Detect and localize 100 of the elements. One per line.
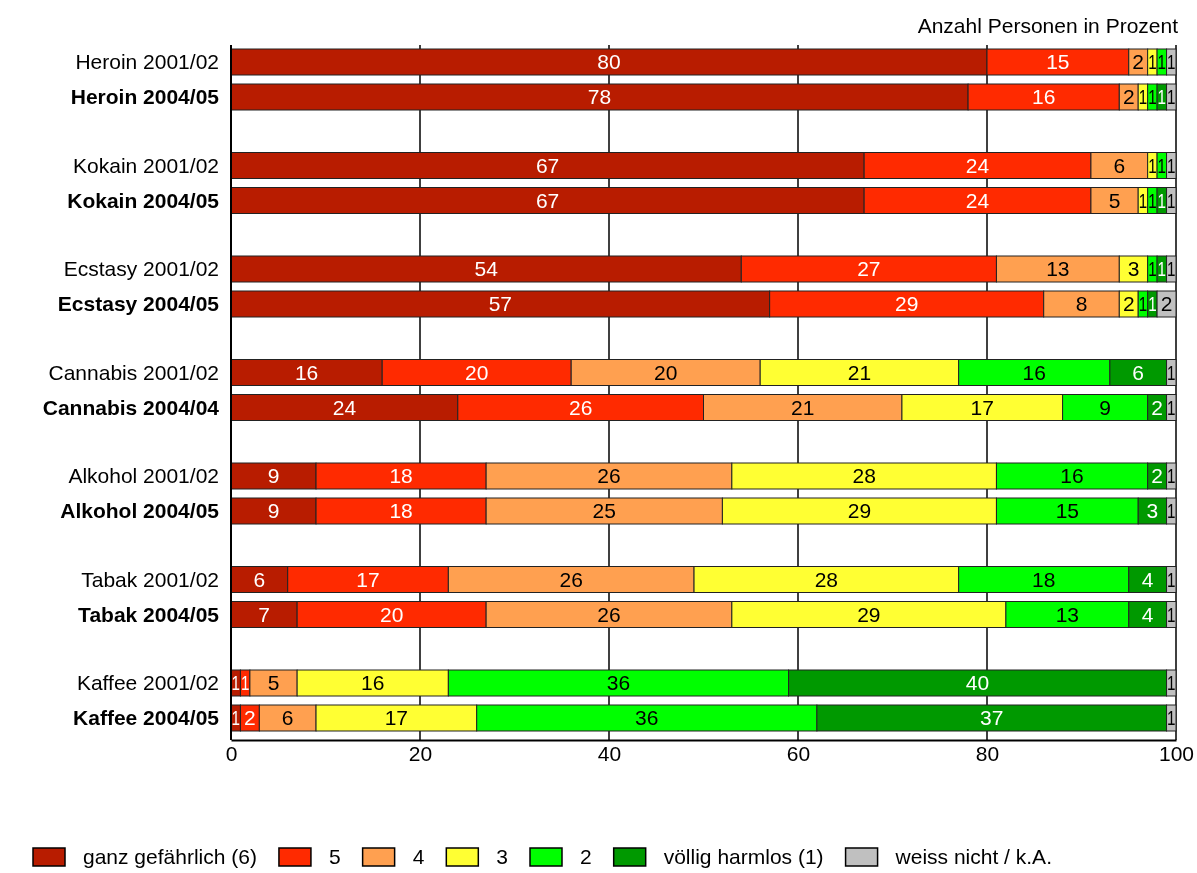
data-label: 1 bbox=[1167, 602, 1179, 626]
data-label: 18 bbox=[1032, 567, 1056, 591]
y-tick-label: Ecstasy 2001/02 bbox=[63, 257, 219, 280]
data-label: 2 bbox=[1122, 292, 1135, 315]
data-label: 4 bbox=[1141, 567, 1154, 591]
data-label: 28 bbox=[852, 464, 876, 487]
data-label: 2 bbox=[1151, 464, 1163, 487]
y-tick-label: Alkohol 2001/02 bbox=[68, 464, 219, 487]
data-label: 21 bbox=[847, 360, 872, 384]
data-label: 24 bbox=[965, 153, 990, 177]
data-label: 29 bbox=[857, 602, 881, 626]
data-label: 67 bbox=[535, 188, 560, 212]
data-label: 37 bbox=[980, 706, 1004, 729]
y-tick-label: Alkohol 2004/05 bbox=[60, 499, 220, 522]
data-label: 40 bbox=[965, 671, 990, 694]
data-label: 1 bbox=[231, 706, 244, 729]
data-label: 4 bbox=[1141, 602, 1154, 626]
y-tick-label: Heroin 2004/05 bbox=[70, 85, 220, 108]
data-label: 28 bbox=[814, 567, 839, 591]
data-label: 9 bbox=[267, 464, 280, 487]
legend-label: völlig harmlos (1) bbox=[663, 845, 824, 868]
y-tick-label: Kokain 2004/05 bbox=[67, 188, 220, 212]
y-tick-label: Ecstasy 2004/05 bbox=[57, 292, 220, 315]
y-tick-label: Kaffee 2001/02 bbox=[76, 671, 219, 694]
data-label: 16 bbox=[361, 671, 385, 694]
data-label: 20 bbox=[465, 360, 489, 384]
data-label: 20 bbox=[379, 602, 404, 626]
data-label: 2 bbox=[244, 706, 256, 729]
data-label: 21 bbox=[791, 395, 815, 419]
data-label: 54 bbox=[474, 257, 499, 280]
data-label: 1 bbox=[1167, 360, 1179, 384]
data-label: 16 bbox=[1032, 85, 1056, 108]
data-label: 1 bbox=[1167, 85, 1179, 108]
data-label: 1 bbox=[1167, 395, 1179, 419]
data-label: 1 bbox=[1148, 292, 1160, 315]
legend-label: 2 bbox=[580, 845, 592, 868]
data-label: 1 bbox=[1167, 671, 1179, 694]
y-tick-label: Tabak 2001/02 bbox=[81, 567, 219, 591]
data-label: 24 bbox=[965, 188, 990, 212]
data-label: 1 bbox=[1167, 706, 1179, 729]
data-label: 20 bbox=[654, 360, 678, 384]
data-label: 1 bbox=[1167, 153, 1179, 177]
data-label: 17 bbox=[384, 706, 409, 729]
data-label: 27 bbox=[857, 257, 881, 280]
data-label: 16 bbox=[294, 360, 319, 384]
y-tick-label: Tabak 2004/05 bbox=[78, 602, 220, 626]
data-label: 3 bbox=[1146, 499, 1159, 522]
data-label: 36 bbox=[606, 671, 631, 694]
data-label: 25 bbox=[592, 499, 616, 522]
data-label: 16 bbox=[1060, 464, 1084, 487]
y-tick-label: Heroin 2001/02 bbox=[75, 50, 219, 73]
x-tick-label: 100 bbox=[1158, 741, 1195, 765]
data-label: 18 bbox=[389, 464, 413, 487]
data-label: 6 bbox=[1113, 153, 1126, 177]
data-label: 13 bbox=[1055, 602, 1079, 626]
data-label: 1 bbox=[1167, 188, 1179, 212]
data-label: 17 bbox=[970, 395, 994, 419]
data-label: 6 bbox=[253, 567, 266, 591]
legend-label: 3 bbox=[496, 845, 508, 868]
data-label: 80 bbox=[597, 50, 621, 73]
data-label: 29 bbox=[847, 499, 872, 522]
data-label: 2 bbox=[1122, 85, 1135, 108]
legend-label: ganz gefährlich (6) bbox=[83, 845, 257, 868]
data-label: 26 bbox=[597, 464, 621, 487]
data-label: 5 bbox=[267, 671, 280, 694]
data-label: 1 bbox=[1167, 499, 1179, 522]
data-label: 24 bbox=[332, 395, 357, 419]
legend-label: weiss nicht / k.A. bbox=[894, 845, 1052, 868]
data-label: 15 bbox=[1055, 499, 1079, 522]
x-tick-label: 80 bbox=[975, 741, 1000, 765]
data-label: 1 bbox=[1167, 257, 1179, 280]
data-label: 3 bbox=[1127, 257, 1140, 280]
data-label: 36 bbox=[635, 706, 659, 729]
data-label: 29 bbox=[895, 292, 919, 315]
x-tick-label: 20 bbox=[408, 741, 433, 765]
x-axis-title: Anzahl Personen in Prozent bbox=[917, 14, 1179, 37]
legend-label: 5 bbox=[328, 845, 341, 868]
data-label: 17 bbox=[356, 567, 380, 591]
x-tick-label: 0 bbox=[225, 741, 238, 765]
data-label: 78 bbox=[587, 85, 612, 108]
y-tick-label: Cannabis 2004/04 bbox=[42, 395, 220, 419]
data-label: 9 bbox=[267, 499, 280, 522]
data-label: 1 bbox=[1167, 464, 1179, 487]
data-label: 6 bbox=[1132, 360, 1145, 384]
data-label: 26 bbox=[597, 602, 621, 626]
data-label: 1 bbox=[240, 671, 253, 694]
data-label: 26 bbox=[559, 567, 583, 591]
data-label: 1 bbox=[1167, 50, 1179, 73]
data-label: 13 bbox=[1046, 257, 1070, 280]
data-label: 67 bbox=[535, 153, 560, 177]
data-label: 18 bbox=[389, 499, 413, 522]
data-label: 9 bbox=[1099, 395, 1111, 419]
data-label: 2 bbox=[1160, 292, 1173, 315]
data-label: 26 bbox=[568, 395, 593, 419]
data-label: 15 bbox=[1046, 50, 1070, 73]
y-tick-label: Cannabis 2001/02 bbox=[48, 360, 219, 384]
data-label: 57 bbox=[488, 292, 512, 315]
data-label: 5 bbox=[1108, 188, 1121, 212]
data-label: 7 bbox=[258, 602, 270, 626]
data-label: 8 bbox=[1075, 292, 1088, 315]
